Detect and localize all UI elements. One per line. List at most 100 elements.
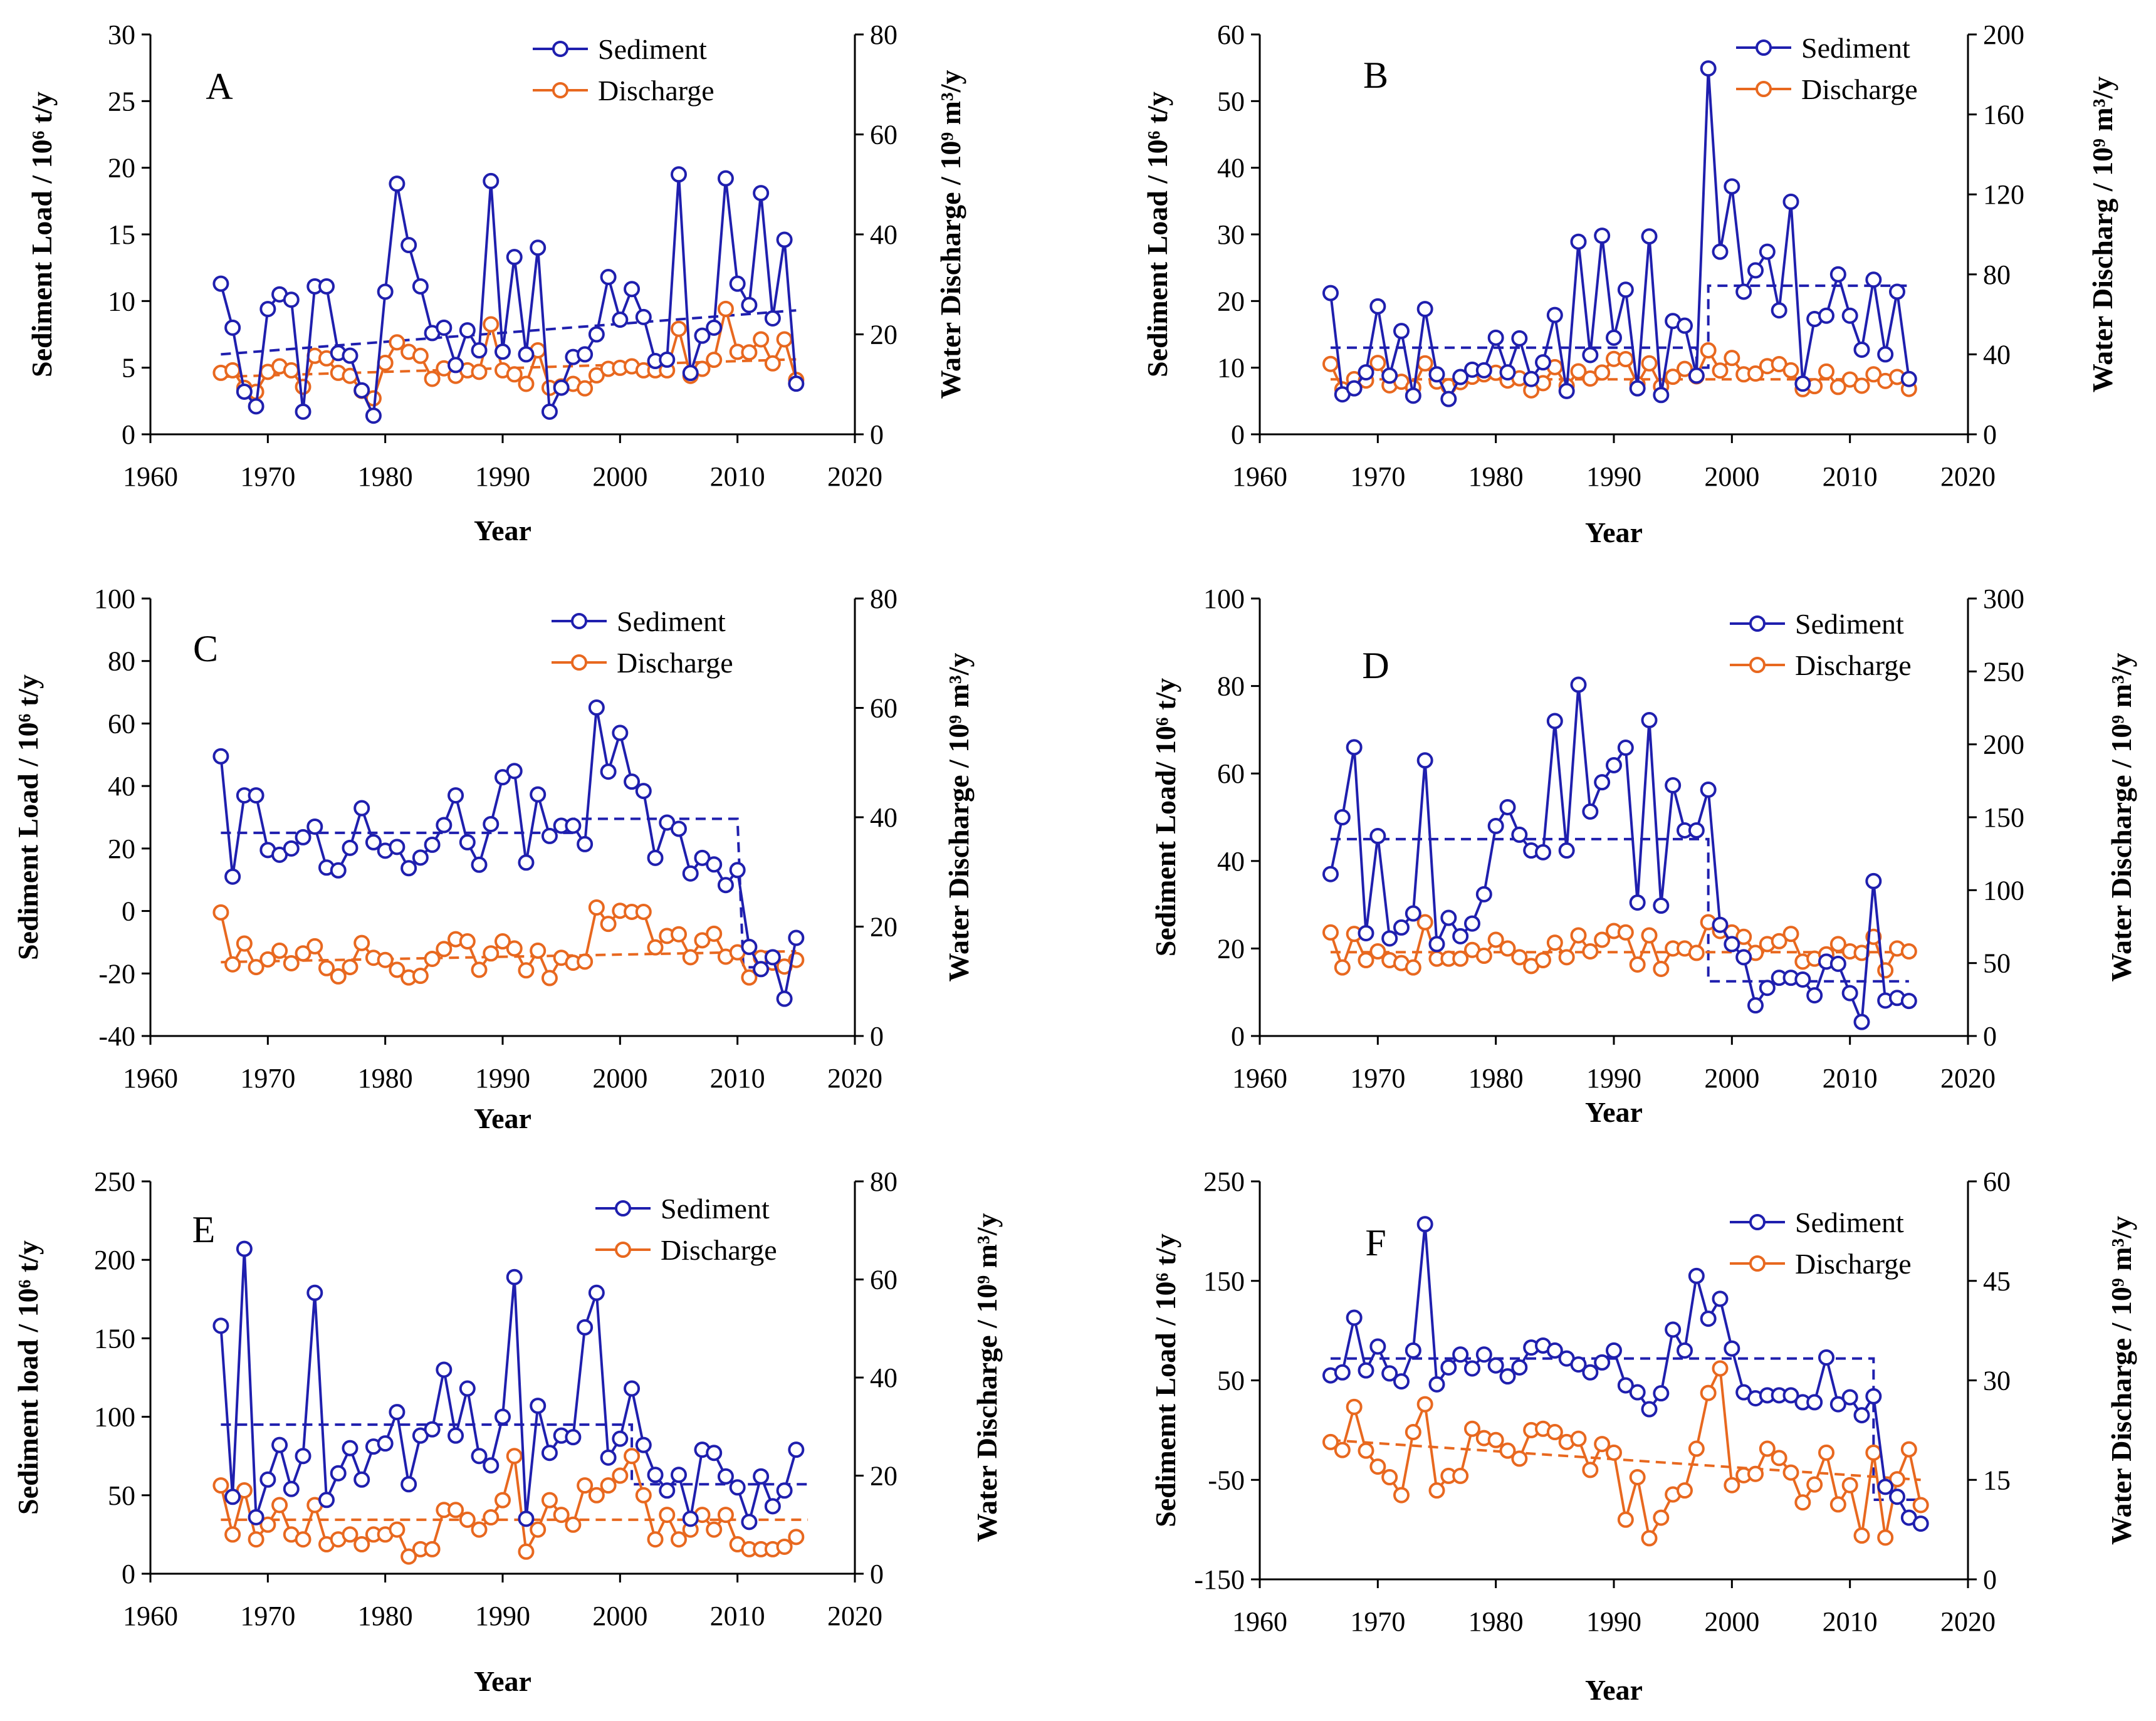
x-tick-label: 2010 [1823, 1063, 1878, 1094]
sediment-point [1806, 987, 1823, 1004]
y-tick-label: 40 [108, 771, 135, 802]
sediment-point [1900, 993, 1917, 1010]
x-tick-label: 1980 [358, 461, 413, 492]
sediment-point [236, 383, 253, 400]
discharge-point [1724, 350, 1740, 367]
discharge-point [1358, 1442, 1374, 1459]
sediment-point [318, 1492, 335, 1509]
sediment-point [1606, 329, 1622, 346]
panel-label: F [1365, 1222, 1386, 1263]
y2-tick-label: 120 [1983, 179, 2024, 210]
sediment-point [483, 1457, 500, 1474]
discharge-point [1594, 364, 1611, 381]
sediment-point [530, 786, 547, 803]
x-tick-label: 1980 [1468, 1606, 1524, 1637]
y2-tick-label: 60 [870, 1265, 897, 1295]
sediment-point [1523, 370, 1540, 387]
y-axis-title: Sediment load / 10⁶ t/y [12, 1240, 44, 1515]
x-tick-label: 2020 [1940, 461, 1996, 492]
discharge-point [248, 1531, 264, 1548]
discharge-point [717, 300, 734, 317]
sediment-point [459, 1380, 476, 1397]
discharge-point [1641, 355, 1658, 372]
discharge-point [212, 1477, 229, 1494]
sediment-point [1641, 712, 1658, 729]
discharge-point [741, 969, 758, 986]
chart-panel-d: 1960 1970 1980 1990 2000 2010 2020020406080100… [1149, 583, 2137, 1128]
y-tick-label: 50 [1217, 1366, 1245, 1396]
discharge-point [1841, 1477, 1858, 1493]
sediment-point [1829, 1396, 1846, 1413]
x-tick-label: 2020 [1940, 1063, 1996, 1094]
sediment-point [600, 763, 617, 780]
sediment-point [1428, 366, 1445, 383]
sediment-point [706, 856, 723, 873]
sediment-trend-line [221, 817, 797, 969]
discharge-point [776, 331, 793, 348]
discharge-point [635, 1487, 652, 1504]
y2-tick-label: 0 [870, 1021, 884, 1052]
x-tick-label: 1960 [1232, 461, 1287, 492]
sediment-point [506, 1269, 523, 1285]
discharge-point [1782, 362, 1799, 379]
legend-label: Discharge [1795, 1248, 1912, 1280]
sediment-point [389, 1404, 406, 1421]
y-tick-label: 50 [1217, 86, 1245, 117]
sediment-point [295, 829, 311, 845]
sediment-point [741, 296, 758, 313]
x-tick-label: 1980 [1468, 461, 1524, 492]
y2-tick-label: 20 [870, 1461, 897, 1492]
sediment-point [1393, 919, 1410, 936]
discharge-point [1405, 959, 1421, 976]
sediment-point [717, 1468, 734, 1485]
sediment-point [588, 699, 605, 716]
sediment-point [788, 1441, 805, 1458]
sediment-point [1511, 826, 1528, 843]
discharge-point [1416, 355, 1433, 372]
discharge-point [1653, 960, 1670, 977]
discharge-point [1747, 1465, 1764, 1482]
discharge-point [447, 1502, 464, 1519]
y2-tick-label: 60 [1983, 1166, 2011, 1197]
sediment-point [1452, 369, 1469, 385]
sediment-point [1381, 367, 1398, 384]
panel-label: D [1362, 645, 1389, 686]
sediment-point [353, 1471, 370, 1488]
sediment-point [518, 854, 535, 871]
discharge-point [1641, 1530, 1658, 1547]
sediment-point [377, 1435, 394, 1452]
discharge-point [518, 962, 535, 979]
sediment-point [471, 1448, 488, 1465]
discharge-point [1369, 1458, 1386, 1475]
discharge-point [224, 956, 241, 973]
discharge-point [1452, 1467, 1469, 1484]
discharge-point [506, 940, 523, 957]
discharge-point [518, 375, 535, 392]
discharge-point [1853, 377, 1870, 394]
legend-marker [615, 1200, 631, 1216]
sediment-point [248, 787, 264, 804]
x-axis-title: Year [1585, 516, 1643, 548]
discharge-point [647, 1531, 664, 1548]
x-tick-label: 1990 [1586, 1063, 1641, 1094]
sediment-point [1829, 266, 1846, 283]
sediment-point [1700, 60, 1717, 77]
panel-label: E [192, 1209, 216, 1250]
sediment-point [1653, 1385, 1670, 1402]
sediment-point [1606, 1342, 1622, 1359]
sediment-point [224, 1488, 241, 1505]
discharge-point [1358, 952, 1374, 969]
sediment-point [1724, 178, 1740, 195]
y-tick-label: 20 [1217, 286, 1245, 316]
y-tick-label: 5 [122, 353, 135, 384]
x-tick-label: 2010 [710, 1063, 765, 1094]
sediment-point [1369, 1338, 1386, 1355]
legend-label: Discharge [1801, 73, 1918, 105]
sediment-series-line [219, 1248, 798, 1527]
x-tick-label: 2010 [1823, 1606, 1878, 1637]
x-tick-label: 1970 [1350, 461, 1405, 492]
sediment-point [1853, 1013, 1870, 1030]
discharge-point [483, 1509, 500, 1526]
y2-tick-label: 15 [1983, 1465, 2011, 1495]
sediment-point [1794, 971, 1811, 988]
